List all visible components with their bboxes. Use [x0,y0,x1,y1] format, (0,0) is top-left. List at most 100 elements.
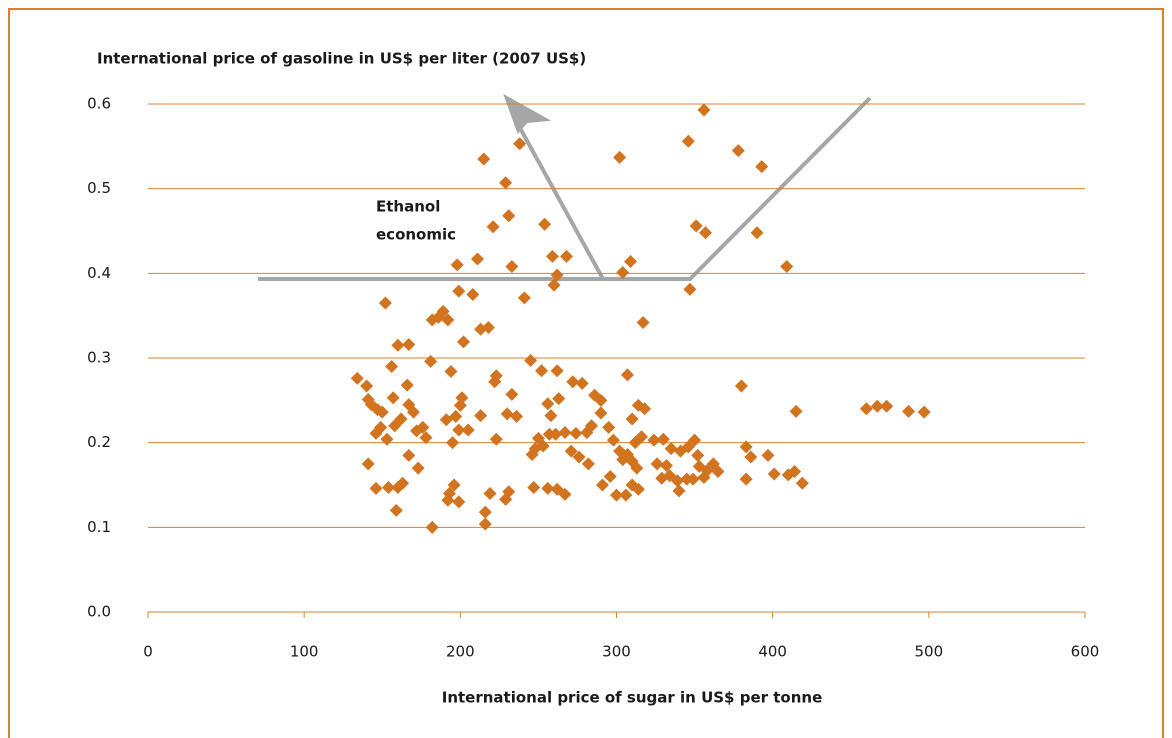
point [761,448,775,462]
point [558,487,572,501]
point [441,313,455,327]
point [750,226,764,240]
point [361,457,375,471]
point [711,464,725,478]
point [681,440,695,454]
point [541,481,555,495]
point [550,268,564,282]
point [564,444,578,458]
point [689,219,703,233]
y-tick-label: 0.0 [87,603,111,621]
point [575,376,589,390]
point [483,486,497,500]
x-tick-label: 0 [143,643,153,661]
point [394,412,408,426]
point [425,520,439,534]
point [744,450,758,464]
point [452,495,466,509]
x-tick-label: 200 [446,643,475,661]
point [452,284,466,298]
point [788,464,802,478]
annotation: Ethanol [376,198,440,216]
point [616,265,630,279]
point [455,391,469,405]
point [535,364,549,378]
point [444,365,458,379]
point [638,402,652,416]
point [859,402,873,416]
point [572,450,586,464]
point [734,379,748,393]
point [416,420,430,434]
point [510,409,524,423]
point [880,399,894,413]
point [474,409,488,423]
point [461,423,475,437]
point [478,505,492,519]
point [402,337,416,351]
point [360,379,374,393]
point [697,103,711,117]
point [789,404,803,418]
point [636,315,650,329]
point [517,291,531,305]
point [375,405,389,419]
point [569,426,583,440]
point [374,420,388,434]
point [406,405,420,419]
point [450,258,464,272]
point [486,220,500,234]
y-tick-label: 0.4 [87,264,111,282]
point [489,432,503,446]
point [566,375,580,389]
point [664,442,678,456]
point [681,134,695,148]
y-tick-label: 0.6 [87,95,111,113]
point [731,144,745,158]
point [624,254,638,268]
x-tick-label: 600 [1071,643,1100,661]
point [795,476,809,490]
point [580,426,594,440]
point [630,461,644,475]
y-tick-label: 0.2 [87,433,111,451]
point [767,467,781,481]
point [870,399,884,413]
point [610,488,623,502]
point [594,393,608,407]
point [552,392,566,406]
point [471,252,485,266]
x-tick-label: 400 [758,643,787,661]
point [550,364,564,378]
point [478,517,492,531]
point [634,430,648,444]
point [739,440,753,454]
point [595,478,609,492]
point [699,226,713,240]
point [538,217,552,231]
point [659,459,673,473]
point [688,433,702,447]
point [456,335,470,349]
point [474,322,488,336]
point [380,432,394,446]
point [560,249,574,263]
point [545,249,559,263]
point [441,493,455,507]
point [446,436,460,450]
point [378,296,392,310]
point [528,442,542,456]
point [527,481,541,495]
point [606,433,620,447]
y-tick-label: 0.3 [87,349,111,367]
point [400,378,414,392]
point [655,471,669,485]
point [488,375,502,389]
point [780,260,794,274]
point [499,176,513,190]
point [697,470,711,484]
point [452,423,466,437]
point [466,288,480,301]
point [691,448,705,462]
